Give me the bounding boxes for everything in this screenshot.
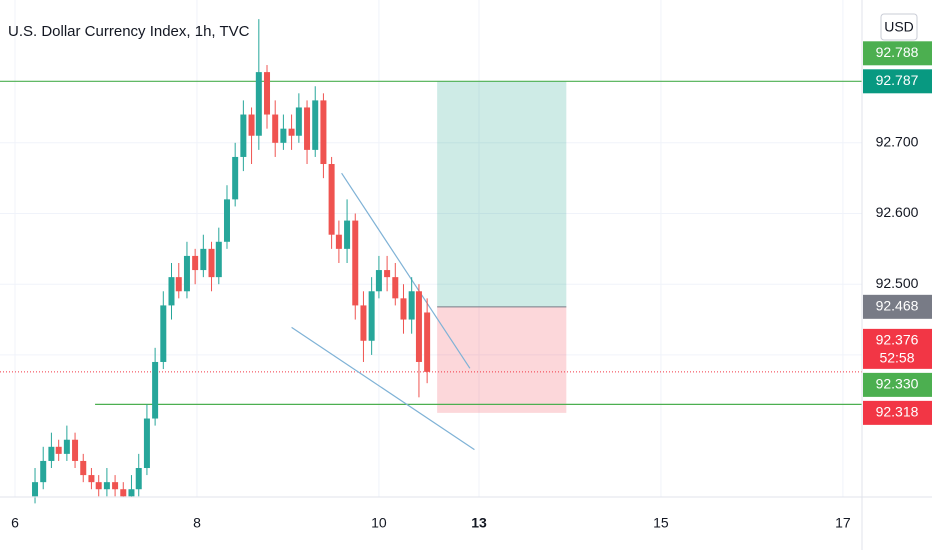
candle-body [55,446,62,454]
x-tick-label: 10 [371,515,387,531]
candle-body [120,489,127,497]
price-label: 92.787 [876,72,919,88]
currency: USD [884,19,914,35]
candle-body [183,255,190,292]
x-tick-label: 6 [11,515,19,531]
y-tick-label: 92.600 [876,204,919,220]
candle-body [248,114,255,136]
price-label-box [863,328,932,369]
candle-body [280,128,287,143]
y-tick-label: 92.700 [876,134,919,150]
candle-body [95,482,102,490]
currency-box[interactable] [880,13,918,41]
candle-body [223,199,230,242]
candle-body [135,468,142,490]
x-tick-label: 8 [193,515,201,531]
candle-body [352,220,359,306]
candle-body [375,270,382,292]
candle-body [304,107,311,150]
candle-body [160,305,167,362]
candle-body [272,114,279,143]
target-zone [437,81,567,307]
candle-body [295,107,302,136]
candle-body [152,361,159,419]
price-label: 92.376 [876,332,919,348]
candle-body [128,489,135,497]
candle-body [255,72,262,136]
candle-body [328,164,335,235]
price-label-box [863,372,932,397]
candle-body [200,248,207,271]
price-label: 92.468 [876,298,919,314]
price-label-box [863,41,932,66]
candle-body [415,291,422,362]
candle-body [335,234,342,249]
candle-body [103,482,110,490]
candle-body [48,446,55,461]
price-label-box [863,294,932,319]
candle-body [392,277,399,299]
candle-body [400,298,407,320]
trendline [291,326,475,451]
chart-title: U.S. Dollar Currency Index, 1h, TVC [8,23,250,40]
candle-body [72,439,79,461]
price-label: 92.330 [876,376,919,392]
candle-body [63,439,70,454]
candle-body [384,270,391,278]
y-tick-label: 92.500 [876,275,919,291]
candle-body [32,482,39,497]
trendline [341,172,471,369]
x-tick-label: 13 [471,515,487,531]
candle-body [80,460,87,476]
price-label-box [863,69,932,94]
candle-body [215,241,222,278]
candle-body [208,248,215,278]
candle-body [264,72,271,115]
price-label: 92.318 [876,404,919,420]
x-tick-label: 15 [653,515,669,531]
candle-body [368,291,375,341]
candle-body [320,100,327,165]
candle-body [175,277,182,292]
plot-area [0,0,862,504]
candle-body [424,312,431,372]
candle-body [192,255,199,271]
x-tick-label: 17 [835,515,851,531]
candle-body [344,220,351,249]
candle-body [408,291,415,320]
candle-body [360,305,367,341]
candle-body [143,418,150,469]
candle-body [240,114,247,157]
candle-body [88,475,95,483]
price-label: 92.788 [876,44,919,60]
candle-body [40,460,47,483]
candle-body [232,156,239,200]
stop-zone [437,306,567,413]
price-label-box [863,400,932,425]
countdown: 52:58 [879,350,914,366]
candle-body [112,482,119,490]
candle-body [288,128,295,136]
candle-body [168,277,175,306]
candle-body [312,100,319,150]
